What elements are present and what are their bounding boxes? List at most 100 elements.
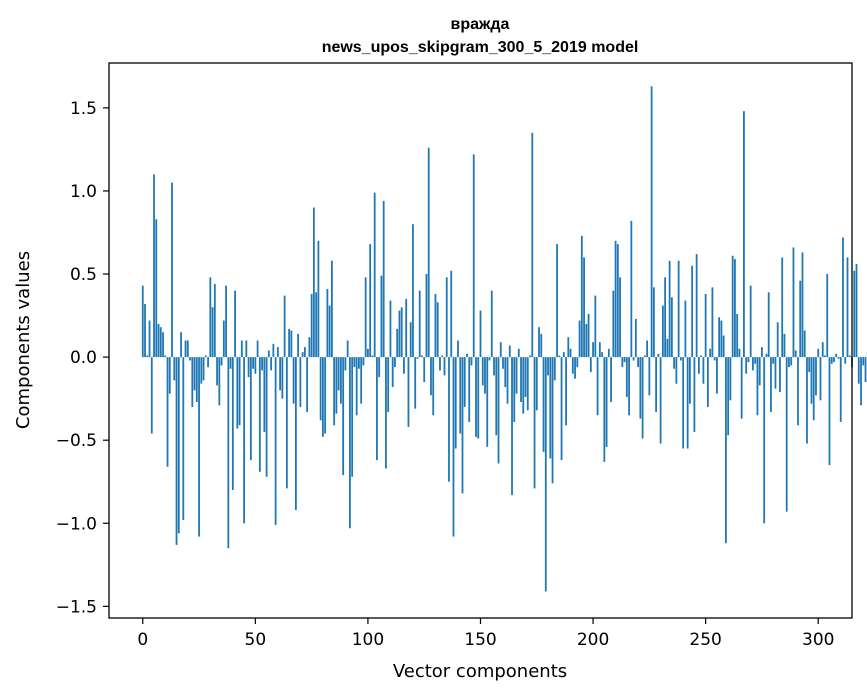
bar: [612, 290, 615, 358]
bar: [387, 357, 390, 412]
bar: [508, 345, 511, 358]
bar: [378, 357, 381, 378]
bar: [484, 357, 486, 394]
bar: [698, 357, 700, 374]
bar: [353, 357, 356, 368]
bar: [578, 320, 581, 358]
bar: [774, 357, 777, 389]
bar: [267, 350, 270, 358]
bar: [252, 357, 254, 369]
bar: [270, 357, 273, 371]
bar: [752, 357, 754, 371]
bar: [684, 300, 687, 358]
bar: [468, 357, 471, 422]
bar: [441, 355, 444, 358]
bar: [479, 310, 482, 358]
bar: [434, 293, 437, 358]
bar: [342, 357, 345, 476]
bar: [666, 338, 669, 358]
bar: [475, 357, 477, 437]
bar: [531, 132, 534, 358]
bar: [731, 255, 734, 358]
bar: [391, 357, 394, 388]
bar: [207, 357, 209, 368]
bar: [427, 147, 430, 358]
bar: [747, 357, 750, 363]
bar: [351, 357, 354, 477]
bar: [211, 307, 214, 358]
bar: [281, 357, 284, 399]
bar: [157, 323, 160, 358]
bar: [297, 333, 300, 358]
bar: [231, 357, 234, 491]
bar: [547, 357, 549, 376]
bar: [603, 357, 606, 462]
bar: [389, 300, 392, 358]
bar: [396, 328, 399, 358]
bar: [837, 357, 840, 359]
bar: [186, 340, 189, 358]
bar: [222, 320, 225, 358]
bar: [648, 357, 651, 396]
bar: [504, 357, 507, 388]
bar: [376, 357, 378, 461]
bar: [358, 357, 360, 369]
bar: [141, 285, 144, 358]
bar: [191, 357, 194, 407]
bar: [213, 284, 216, 358]
bar: [628, 357, 630, 416]
bar: [477, 357, 480, 439]
bar: [549, 357, 552, 459]
bar: [725, 357, 727, 544]
bar: [652, 287, 655, 358]
bar: [247, 357, 250, 378]
x-axis-label: Vector components: [393, 661, 567, 682]
bar: [792, 247, 795, 358]
bar: [493, 357, 495, 376]
bar: [423, 357, 426, 383]
bar: [200, 357, 203, 384]
bar: [785, 357, 788, 512]
bar: [569, 348, 572, 358]
bar: [598, 342, 601, 358]
bar: [661, 305, 664, 358]
bar: [853, 270, 856, 358]
bar: [421, 355, 423, 358]
bar: [718, 317, 721, 358]
x-tick-label: 100: [352, 630, 384, 650]
y-axis-label: Components values: [13, 251, 34, 429]
y-axis-ticks: −1.5 −1.0 −0.5 0.0 0.5 1.0 1.5: [56, 99, 109, 617]
bar: [452, 357, 455, 537]
bar: [517, 348, 520, 358]
x-axis-ticks: 0 50 100 150 200 250 300: [137, 618, 834, 650]
bar: [220, 357, 223, 366]
bar: [833, 357, 835, 363]
bar: [650, 86, 653, 358]
bar: [585, 323, 588, 358]
bar: [713, 357, 716, 361]
bar: [790, 357, 793, 366]
bar: [189, 357, 191, 361]
x-tick-label: 0: [137, 630, 148, 650]
bar: [153, 174, 155, 358]
bar: [524, 357, 527, 397]
bar: [551, 357, 554, 484]
bar: [299, 357, 302, 407]
bar: [828, 357, 831, 466]
bar: [610, 357, 612, 402]
bar: [540, 333, 543, 358]
bar: [533, 357, 536, 489]
bar: [279, 357, 282, 391]
bar: [466, 353, 468, 358]
bar: [333, 357, 336, 426]
bar: [693, 357, 696, 432]
bar: [382, 200, 385, 358]
bar: [218, 357, 221, 406]
bar: [209, 277, 212, 358]
bar: [749, 285, 752, 358]
bar: [535, 357, 538, 411]
bar: [808, 357, 811, 373]
bar: [754, 357, 757, 364]
bar: [283, 295, 286, 358]
